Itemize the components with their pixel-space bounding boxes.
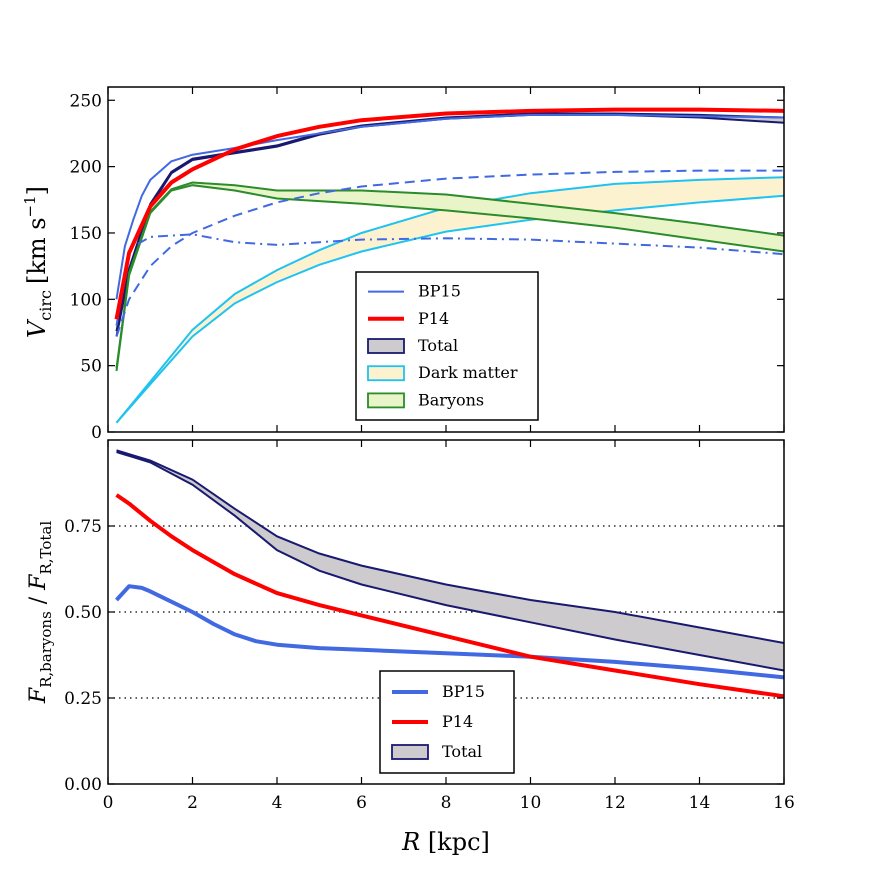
top-y-axis-label: Vcirc [km s−1] bbox=[21, 186, 55, 338]
bottom-plot-frame bbox=[107, 439, 785, 785]
top-legend-dark-matter-swatch bbox=[367, 365, 405, 382]
bottom-series-total-band-upper-edge bbox=[116, 449, 785, 644]
bottom-y-axis-label: FR,baryons / FR,Total bbox=[26, 521, 55, 704]
top-legend: BP15 P14 Total Dark matter Baryons bbox=[355, 271, 539, 421]
bottom-ylabel-b-sub: R,Total bbox=[37, 521, 55, 575]
top-y-ticks: 0 50 100 150 200 250 bbox=[70, 91, 784, 443]
bottom-ylabel-a: F bbox=[26, 687, 51, 704]
bottom-xtick-label-2: 4 bbox=[272, 793, 283, 813]
top-series-dark-matter-band-lower-edge bbox=[115, 194, 785, 424]
top-plot-frame bbox=[107, 86, 785, 433]
x-axis-label: R [kpc] bbox=[401, 828, 490, 856]
xlabel-var: R bbox=[401, 828, 420, 856]
top-ylabel-main: V bbox=[23, 318, 51, 338]
bottom-xtick-label-0: 0 bbox=[103, 793, 114, 813]
bottom-ytick-label-0: 0.00 bbox=[64, 775, 102, 795]
bottom-legend-p14-label: P14 bbox=[442, 712, 473, 731]
top-ylabel-sub: circ bbox=[36, 290, 55, 321]
top-panel: 0 50 100 150 200 250 Vcirc [km s−1] BP15 P14 Tot… bbox=[21, 86, 785, 443]
bottom-xtick-label-4: 8 bbox=[441, 793, 452, 813]
top-ylabel-close: ] bbox=[23, 186, 51, 195]
bottom-legend-total-swatch bbox=[391, 744, 429, 760]
top-legend-total-swatch bbox=[367, 338, 405, 354]
bottom-series-p14 bbox=[115, 493, 785, 699]
bottom-xtick-label-5: 10 bbox=[520, 793, 542, 813]
bottom-ylabel-b: F bbox=[26, 574, 51, 591]
bottom-ytick-label-1: 0.25 bbox=[64, 689, 102, 709]
top-series-total-band-upper-edge bbox=[115, 112, 785, 332]
top-series-baryons-band-lower-edge bbox=[115, 184, 785, 372]
top-series-bp15-dark-matter bbox=[115, 169, 784, 337]
top-series-layer bbox=[114, 107, 785, 424]
top-legend-total-label: Total bbox=[418, 336, 458, 355]
bottom-ytick-label-3: 0.75 bbox=[64, 517, 102, 537]
top-series-dark-matter-band-fill bbox=[116, 177, 784, 423]
bottom-panel: 0.000.250.500.75 0 2 4 6 8 10 12 14 16 FR,baryon… bbox=[26, 439, 795, 856]
bottom-ylabel-a-sub: R,baryons bbox=[37, 611, 55, 688]
top-legend-p14-label: P14 bbox=[418, 309, 449, 328]
bottom-xtick-label-8: 16 bbox=[773, 793, 795, 813]
bottom-series-bp15 bbox=[115, 584, 785, 680]
bottom-x-ticks: 0 2 4 6 8 10 12 14 16 bbox=[103, 440, 795, 813]
bottom-ylabel-sep: / bbox=[26, 590, 51, 611]
top-ytick-label-0: 0 bbox=[91, 423, 102, 443]
bottom-xtick-label-1: 2 bbox=[187, 793, 198, 813]
bottom-legend-bp15-label: BP15 bbox=[442, 682, 485, 701]
top-ytick-label-5: 250 bbox=[70, 91, 102, 111]
top-ytick-label-1: 50 bbox=[80, 357, 102, 377]
bottom-ytick-label-2: 0.50 bbox=[64, 603, 102, 623]
top-ylabel-units: [km s bbox=[23, 217, 51, 284]
xlabel-units: [kpc] bbox=[420, 828, 490, 856]
top-ytick-label-3: 150 bbox=[70, 224, 102, 244]
top-ytick-label-2: 100 bbox=[70, 290, 102, 310]
bottom-legend-total-label: Total bbox=[442, 742, 482, 761]
top-legend-bp15-label: BP15 bbox=[418, 282, 461, 301]
top-legend-baryons-swatch bbox=[367, 392, 405, 409]
bottom-series-total-band-lower-edge bbox=[116, 451, 785, 672]
bottom-series-layer bbox=[115, 449, 785, 699]
top-series-p14-total bbox=[114, 107, 785, 320]
bottom-y-ticks: 0.00 0.25 0.50 0.75 bbox=[64, 517, 784, 795]
top-legend-baryons-label: Baryons bbox=[418, 390, 484, 409]
top-ytick-label-4: 200 bbox=[70, 158, 102, 178]
top-series-bp15-baryons bbox=[115, 233, 785, 326]
bottom-xtick-label-6: 12 bbox=[604, 793, 626, 813]
bottom-xtick-label-7: 14 bbox=[689, 793, 711, 813]
bottom-legend: BP15 P14 Total bbox=[379, 670, 515, 774]
top-ylabel-exp: −1 bbox=[21, 195, 39, 217]
top-legend-dark-matter-label: Dark matter bbox=[418, 363, 518, 382]
bottom-xtick-label-3: 6 bbox=[356, 793, 367, 813]
bottom-series-total-band-fill bbox=[116, 450, 784, 671]
